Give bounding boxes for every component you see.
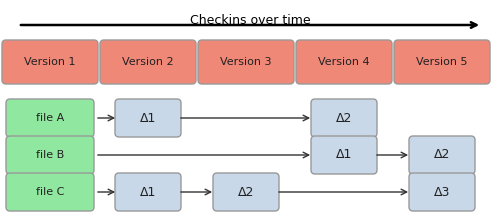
Text: file A: file A xyxy=(36,113,64,123)
FancyBboxPatch shape xyxy=(115,173,181,211)
Text: Checkins over time: Checkins over time xyxy=(190,14,310,27)
Text: Version 3: Version 3 xyxy=(220,57,272,67)
Text: Δ2: Δ2 xyxy=(336,112,352,124)
FancyBboxPatch shape xyxy=(100,40,196,84)
FancyBboxPatch shape xyxy=(213,173,279,211)
Text: Version 5: Version 5 xyxy=(416,57,468,67)
Text: Δ1: Δ1 xyxy=(140,186,156,198)
FancyBboxPatch shape xyxy=(6,173,94,211)
Text: Δ1: Δ1 xyxy=(140,112,156,124)
FancyBboxPatch shape xyxy=(6,136,94,174)
FancyBboxPatch shape xyxy=(409,136,475,174)
Text: Δ2: Δ2 xyxy=(434,149,450,161)
Text: Δ1: Δ1 xyxy=(336,149,352,161)
FancyBboxPatch shape xyxy=(296,40,392,84)
Text: file B: file B xyxy=(36,150,64,160)
FancyBboxPatch shape xyxy=(198,40,294,84)
FancyBboxPatch shape xyxy=(115,99,181,137)
Text: Δ2: Δ2 xyxy=(238,186,254,198)
FancyBboxPatch shape xyxy=(394,40,490,84)
FancyBboxPatch shape xyxy=(409,173,475,211)
Text: Version 1: Version 1 xyxy=(24,57,76,67)
FancyBboxPatch shape xyxy=(311,136,377,174)
Text: Version 4: Version 4 xyxy=(318,57,370,67)
Text: file C: file C xyxy=(36,187,64,197)
Text: Version 2: Version 2 xyxy=(122,57,174,67)
FancyBboxPatch shape xyxy=(6,99,94,137)
FancyBboxPatch shape xyxy=(2,40,98,84)
Text: Δ3: Δ3 xyxy=(434,186,450,198)
FancyBboxPatch shape xyxy=(311,99,377,137)
